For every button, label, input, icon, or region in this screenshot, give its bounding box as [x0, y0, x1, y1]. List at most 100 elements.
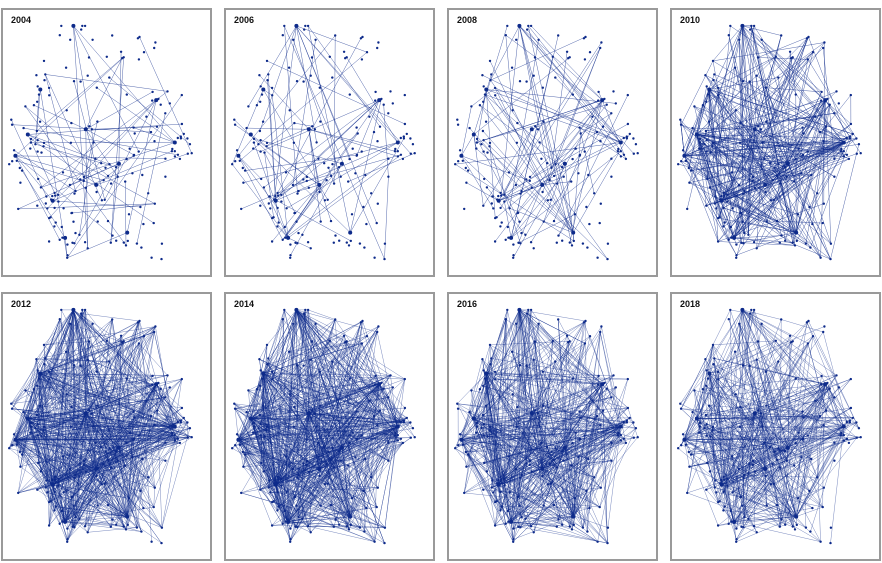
node: [350, 213, 354, 216]
node: [122, 241, 126, 244]
node: [318, 370, 321, 373]
node: [548, 179, 551, 182]
edge: [519, 309, 544, 506]
edge: [519, 309, 586, 344]
edge: [47, 309, 74, 493]
node: [292, 322, 295, 325]
node: [402, 421, 406, 424]
edge: [263, 373, 340, 525]
node: [722, 206, 725, 210]
edge: [564, 163, 575, 241]
edge: [308, 413, 372, 478]
edge: [40, 331, 155, 374]
node: [176, 420, 179, 424]
edge: [263, 343, 362, 374]
node: [537, 322, 540, 325]
edge: [73, 309, 181, 421]
edge: [296, 309, 393, 388]
edge: [64, 442, 166, 523]
node: [689, 169, 693, 172]
node: [20, 169, 24, 172]
edge: [290, 447, 325, 540]
edge: [557, 319, 566, 448]
node: [488, 343, 492, 347]
node: [518, 80, 522, 83]
edge: [139, 320, 173, 436]
edge: [349, 138, 405, 233]
node: [583, 342, 587, 345]
edge: [473, 134, 484, 206]
node: [34, 427, 37, 430]
node: [50, 198, 53, 201]
edge: [281, 485, 289, 522]
node: [72, 364, 76, 367]
edge: [263, 373, 296, 527]
edge: [319, 440, 398, 470]
node: [571, 230, 576, 235]
edge: [58, 447, 120, 480]
edge: [30, 422, 149, 478]
node: [376, 424, 379, 427]
node: [154, 98, 159, 103]
edge: [687, 492, 780, 527]
node: [542, 220, 545, 223]
edge: [259, 382, 382, 416]
node: [356, 416, 359, 419]
network-graph: [677, 23, 862, 261]
node: [155, 409, 159, 412]
edge: [243, 313, 305, 467]
node: [764, 190, 767, 194]
edge: [469, 127, 510, 173]
network-panel-2004: 2004: [1, 8, 212, 277]
node: [739, 211, 743, 215]
edge: [118, 320, 140, 448]
node: [309, 74, 312, 77]
node: [291, 467, 295, 471]
edge: [486, 373, 581, 440]
node: [712, 79, 715, 82]
node: [179, 419, 182, 422]
node: [554, 76, 557, 79]
node: [60, 225, 63, 229]
node: [619, 155, 623, 158]
edge: [307, 361, 333, 527]
node: [596, 256, 599, 259]
node: [761, 141, 764, 144]
node: [587, 173, 590, 177]
edge: [761, 39, 832, 244]
node: [35, 358, 38, 361]
edge: [489, 344, 576, 499]
node: [735, 243, 738, 246]
edge: [156, 383, 188, 423]
node: [571, 514, 576, 519]
node: [36, 100, 39, 104]
node: [116, 459, 119, 462]
edge: [738, 39, 766, 185]
node: [331, 360, 334, 363]
node: [527, 308, 530, 312]
node: [632, 421, 635, 424]
edge: [11, 119, 47, 197]
node: [820, 90, 823, 94]
node: [617, 147, 620, 151]
node: [29, 137, 33, 141]
edge: [742, 309, 844, 436]
edge: [37, 435, 80, 519]
node: [109, 466, 113, 469]
edge: [349, 331, 378, 517]
edge: [712, 426, 742, 497]
node: [83, 127, 88, 132]
edge: [40, 373, 168, 376]
edge: [572, 133, 581, 233]
node: [480, 143, 483, 146]
edge: [11, 309, 74, 404]
node: [243, 169, 247, 172]
edge: [288, 521, 350, 530]
node: [95, 370, 99, 373]
edge: [716, 468, 766, 493]
node: [561, 239, 564, 242]
node: [793, 180, 796, 183]
node: [475, 431, 478, 434]
node: [524, 233, 527, 236]
node: [391, 386, 394, 389]
